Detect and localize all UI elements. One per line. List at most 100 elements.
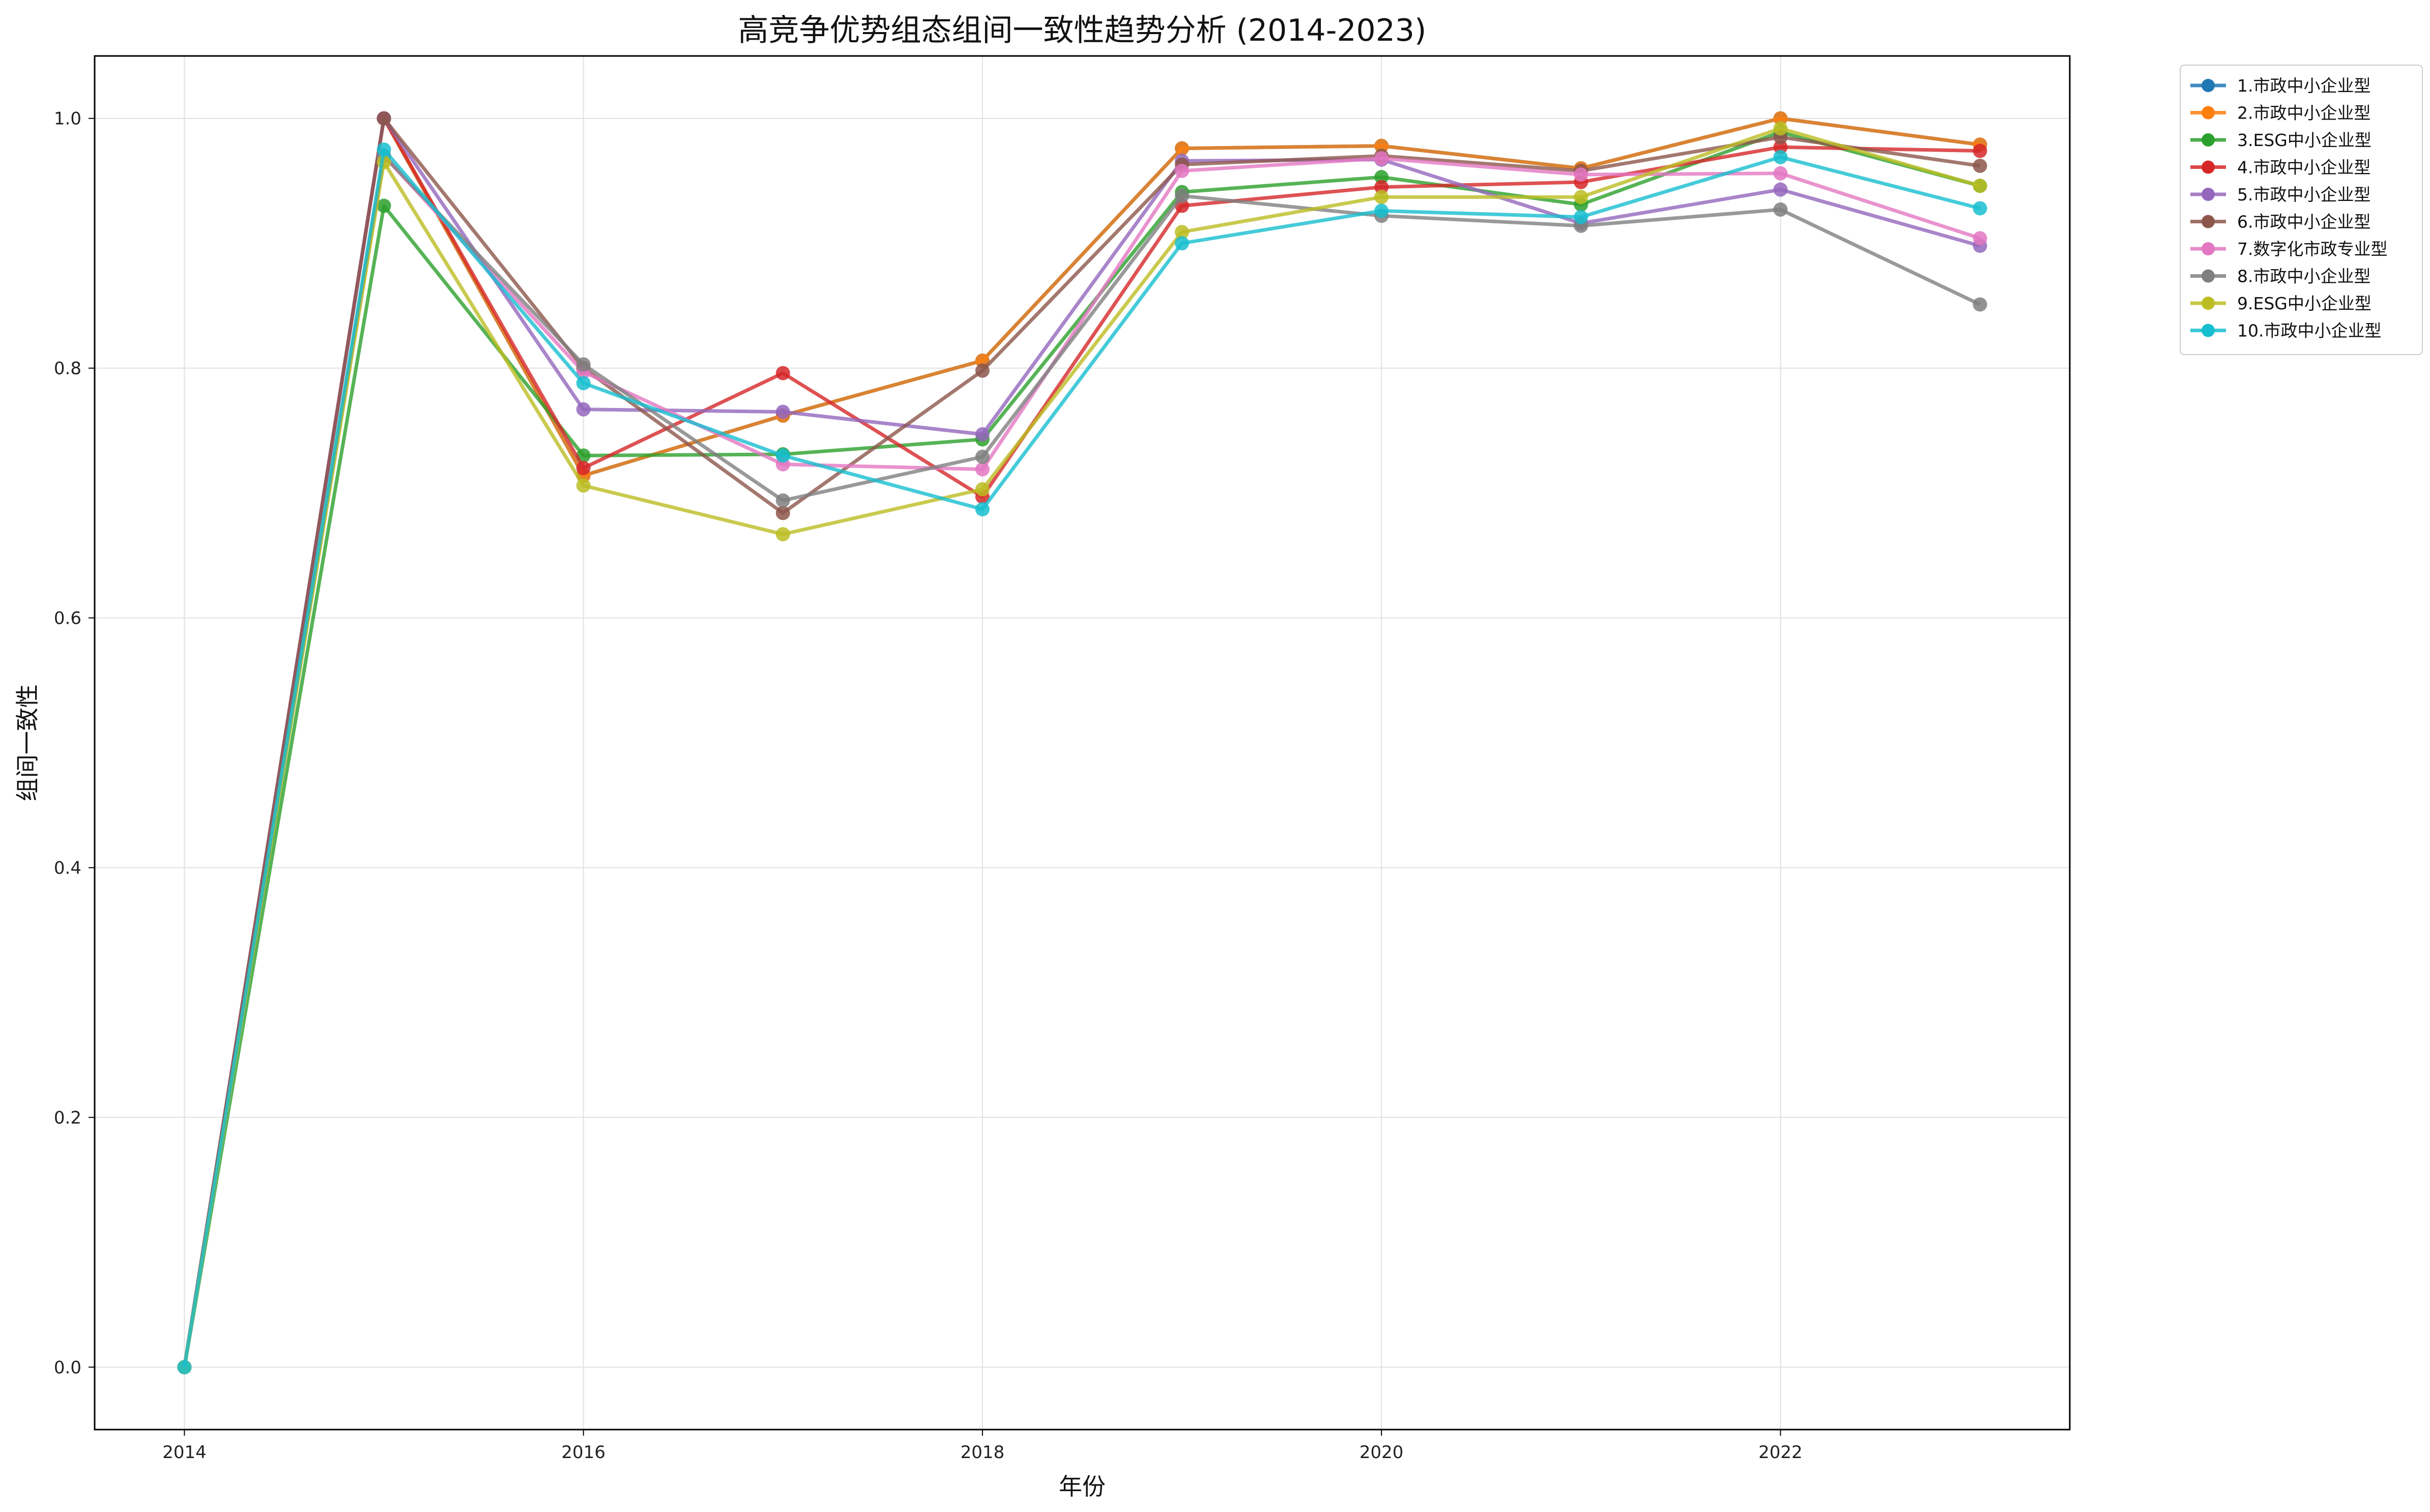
chart-title: 高竞争优势组态组间一致性趋势分析 (2014-2023) (738, 13, 1427, 48)
data-point (177, 1360, 192, 1375)
x-axis-title: 年份 (1059, 1473, 1106, 1500)
series-line (182, 117, 1981, 1368)
legend-item: 7.数字化市政专业型 (2190, 239, 2388, 259)
data-point (576, 461, 591, 475)
y-tick-label: 1.0 (54, 109, 81, 129)
series-line (182, 117, 1981, 1368)
legend-label: 1.市政中小企业型 (2237, 76, 2371, 96)
data-point (1175, 163, 1190, 178)
series-3 (177, 125, 1987, 1375)
data-point (1175, 141, 1190, 156)
series-line (183, 154, 1981, 1368)
legend-label: 3.ESG中小企业型 (2237, 130, 2371, 150)
legend-item: 9.ESG中小企业型 (2190, 294, 2371, 313)
legend-item: 6.市政中小企业型 (2190, 212, 2371, 232)
plot-frame (94, 55, 2071, 1431)
x-tick-label: 2014 (162, 1442, 207, 1463)
data-point (975, 363, 990, 378)
data-point (1773, 166, 1788, 181)
series-line (182, 117, 1980, 1368)
legend-item: 10.市政中小企业型 (2190, 321, 2381, 341)
data-point (775, 366, 790, 381)
series-2 (177, 111, 1987, 1375)
data-point (1574, 167, 1588, 182)
data-point (1374, 180, 1389, 194)
x-tick-label: 2022 (1758, 1442, 1803, 1463)
data-point (1175, 225, 1190, 240)
x-tick-label: 2018 (961, 1442, 1005, 1463)
series-10 (177, 142, 1987, 1375)
data-point (775, 506, 790, 520)
legend-label: 6.市政中小企业型 (2237, 212, 2371, 232)
data-point (576, 478, 591, 493)
data-point (1175, 236, 1190, 251)
data-point (775, 404, 790, 419)
y-tick-label: 0.2 (54, 1108, 81, 1128)
data-point (975, 462, 990, 477)
data-point (1773, 150, 1788, 164)
data-point (975, 482, 990, 497)
y-tick-label: 0.0 (54, 1357, 81, 1378)
legend-label: 10.市政中小企业型 (2237, 321, 2381, 341)
data-point (1574, 210, 1588, 224)
legend-swatch-marker (2202, 188, 2215, 201)
series-5 (177, 111, 1987, 1375)
data-point (975, 427, 990, 442)
legend-box (2180, 65, 2423, 355)
data-point (576, 357, 591, 372)
data-point (1773, 111, 1788, 126)
x-tick-label: 2020 (1359, 1442, 1404, 1463)
grid-layer (95, 56, 2070, 1430)
data-point (1973, 143, 1987, 158)
series-line (183, 148, 1981, 1368)
legend-item: 2.市政中小企业型 (2190, 103, 2371, 123)
data-point (775, 493, 790, 508)
y-tick-label: 0.4 (54, 858, 81, 878)
legend: 1.市政中小企业型 2.市政中小企业型 3.ESG中小企业型 4.市政中小企业型 5.市… (2180, 65, 2423, 355)
series-line (183, 130, 1981, 1368)
data-point (1374, 190, 1389, 205)
data-point (1973, 159, 1987, 173)
data-point (1973, 201, 1987, 216)
legend-swatch-marker (2202, 269, 2215, 283)
data-point (1773, 202, 1788, 217)
legend-swatch-marker (2202, 215, 2215, 228)
data-point (576, 402, 591, 417)
legend-label: 4.市政中小企业型 (2237, 158, 2371, 178)
series-9 (177, 121, 1987, 1375)
data-point (377, 111, 391, 126)
legend-item: 5.市政中小企业型 (2190, 185, 2371, 205)
y-axis-title: 组间一致性 (14, 684, 41, 801)
legend-item: 8.市政中小企业型 (2190, 267, 2371, 286)
data-point (775, 527, 790, 542)
data-point (975, 502, 990, 516)
series-layer (177, 111, 1987, 1375)
series-7 (177, 149, 1987, 1375)
data-point (1175, 188, 1190, 203)
legend-label: 9.ESG中小企业型 (2237, 294, 2371, 313)
data-point (1773, 182, 1788, 197)
legend-swatch-marker (2202, 242, 2215, 255)
series-line (182, 117, 1981, 1368)
legend-swatch-marker (2202, 324, 2215, 337)
legend-item: 4.市政中小企业型 (2190, 158, 2371, 178)
series-4 (177, 111, 1987, 1375)
legend-items: 1.市政中小企业型 2.市政中小企业型 3.ESG中小企业型 4.市政中小企业型 5.市… (2190, 76, 2388, 341)
data-point (377, 198, 391, 213)
legend-item: 3.ESG中小企业型 (2190, 130, 2371, 150)
legend-label: 2.市政中小企业型 (2237, 103, 2371, 123)
data-point (975, 353, 990, 368)
legend-item: 1.市政中小企业型 (2190, 76, 2371, 96)
legend-label: 7.数字化市政专业型 (2237, 239, 2388, 259)
data-point (1374, 170, 1389, 185)
legend-swatch-marker (2202, 133, 2215, 147)
legend-label: 5.市政中小企业型 (2237, 185, 2371, 205)
x-axis-ticks: 2014 2016 2018 2020 2022 (162, 1430, 1803, 1463)
series-line (182, 117, 1981, 1368)
data-point (1773, 121, 1788, 136)
y-axis-ticks: 0.0 0.2 0.4 0.6 0.8 1.0 (54, 109, 95, 1378)
legend-label: 8.市政中小企业型 (2237, 267, 2371, 286)
series-line (183, 154, 1981, 1368)
